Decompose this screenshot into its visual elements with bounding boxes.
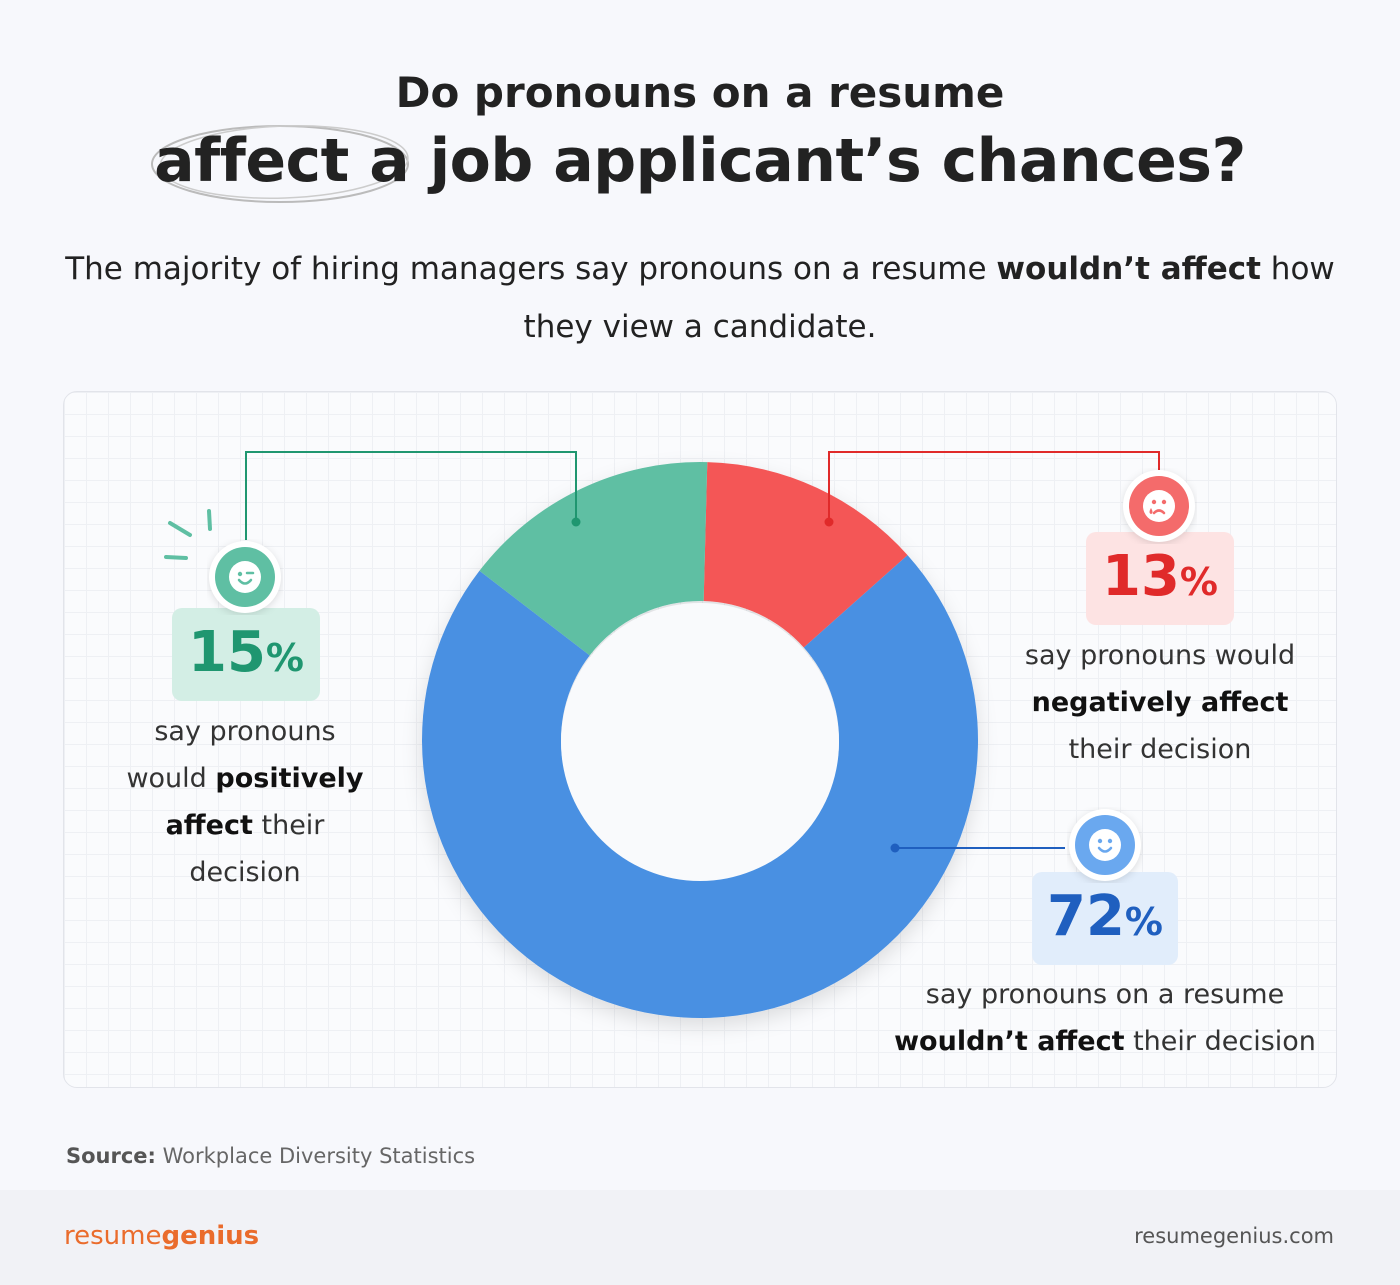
connector-negative xyxy=(828,451,1160,522)
slice-negative xyxy=(703,462,908,648)
resumegenius-logo: resumegenius xyxy=(64,1221,260,1251)
description-positive: say pronouns would positively affect the… xyxy=(126,716,364,888)
smile-face-icon xyxy=(1067,807,1143,887)
donut-hole xyxy=(561,603,839,881)
description-negative: say pronouns would negatively affect the… xyxy=(1024,640,1296,765)
title-line-2: affect a job applicant’s chances? xyxy=(154,126,1246,196)
title-line-1: Do pronouns on a resume xyxy=(395,68,1005,117)
sparkle-lines xyxy=(164,509,212,560)
connector-neutral-dot xyxy=(890,843,900,853)
percent-badge-neutral: 72% xyxy=(1032,872,1178,965)
donut-chart xyxy=(245,451,1160,1018)
connector-positive xyxy=(245,451,577,540)
source-note: Source: Workplace Diversity Statistics xyxy=(66,1144,476,1168)
hand-drawn-circle xyxy=(151,125,409,203)
connector-positive-dot xyxy=(571,517,581,527)
percent-badge-negative: 13% xyxy=(1086,532,1234,625)
slice-positive xyxy=(479,462,708,656)
slice-neutral xyxy=(422,555,979,1018)
sad-face-icon xyxy=(1121,468,1197,548)
connector-negative-dot xyxy=(824,517,834,527)
subtitle: The majority of hiring managers say pron… xyxy=(65,251,1335,345)
footer-bar xyxy=(0,1190,1400,1285)
site-url: resumegenius.com xyxy=(1134,1224,1334,1248)
percent-badge-positive: 15% xyxy=(172,608,320,701)
wink-face-icon xyxy=(207,539,283,619)
description-neutral: say pronouns on a resume wouldn’t affect… xyxy=(894,979,1316,1057)
